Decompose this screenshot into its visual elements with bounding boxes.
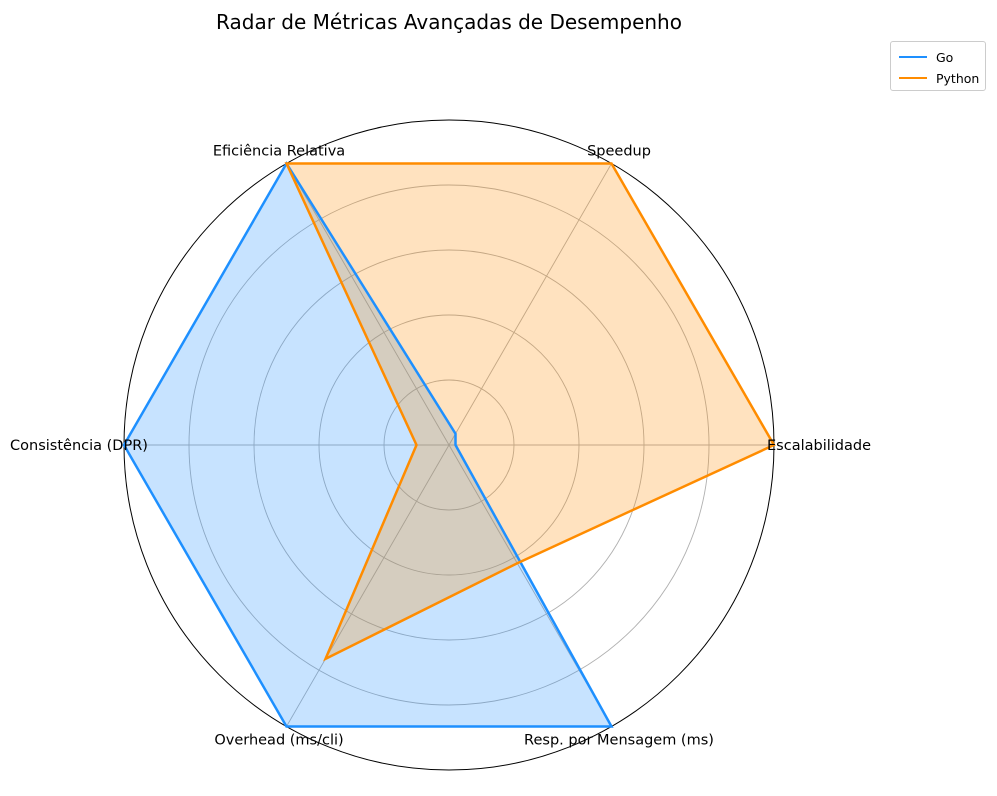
spoke-line xyxy=(448,163,612,446)
axis-label: Resp. por Mensagem (ms) xyxy=(524,732,714,748)
axis-label: Consistência (DPR) xyxy=(10,438,148,454)
legend: Go Python xyxy=(890,41,986,91)
series-fill-go xyxy=(124,163,612,727)
spoke-line xyxy=(286,163,450,446)
axis-label: Overhead (ms/cli) xyxy=(214,732,343,748)
spoke-line xyxy=(286,444,450,727)
series-fill-python xyxy=(286,163,774,659)
series-fills xyxy=(124,163,774,727)
series-lines xyxy=(122,161,776,728)
axis-label: Eficiência Relativa xyxy=(213,144,345,160)
legend-label-python: Python xyxy=(936,70,980,86)
axis-labels: Escalabilidade Speedup Eficiência Relativa… xyxy=(10,144,871,749)
series-line-python xyxy=(284,162,776,662)
chart-title: Radar de Métricas Avançadas de Desempenh… xyxy=(216,10,682,34)
legend-entry-python: Python xyxy=(899,68,979,88)
axis-label: Speedup xyxy=(587,144,651,160)
series-line-go xyxy=(122,161,614,728)
axis-label: Escalabilidade xyxy=(767,438,871,454)
legend-swatch-python xyxy=(899,77,927,79)
legend-label-go: Go xyxy=(936,49,954,65)
legend-entry-go: Go xyxy=(899,47,953,67)
legend-swatch-go xyxy=(899,56,927,58)
